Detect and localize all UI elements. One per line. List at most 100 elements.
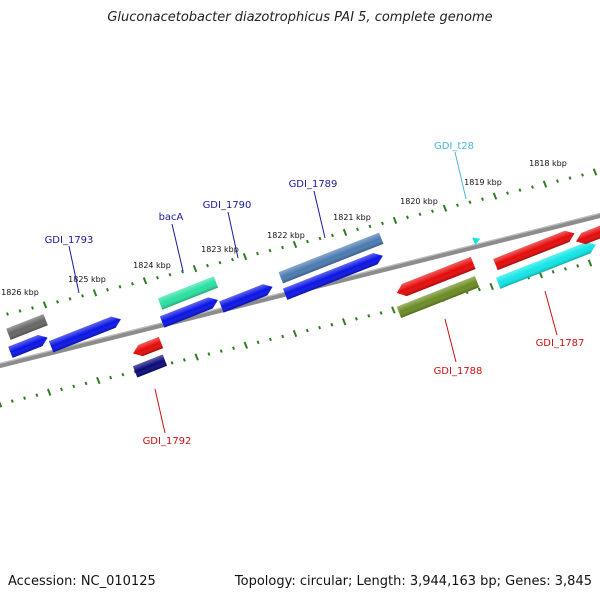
outer-tick	[392, 216, 398, 224]
kbp-tick-label: 1821 kbp	[333, 213, 371, 222]
outer-tick	[6, 312, 9, 316]
outer-tick	[556, 179, 559, 183]
outer-tick	[42, 301, 48, 309]
inner-tick	[59, 387, 63, 392]
outer-tick	[168, 272, 172, 277]
inner-tick	[207, 352, 211, 356]
feature-gdi_1788	[396, 276, 480, 318]
inner-tick	[10, 399, 14, 403]
leader-line-gdi_t28	[454, 151, 467, 200]
outer-tick	[306, 239, 309, 244]
outer-tick	[68, 297, 72, 301]
inner-tick	[72, 384, 76, 389]
feature-gdi_1789	[282, 253, 383, 300]
leader-line-gdi_1788	[444, 318, 457, 363]
outer-tick	[406, 215, 409, 220]
outer-tick	[468, 200, 472, 204]
kbp-tick-label: 1819 kbp	[464, 178, 502, 187]
outer-tick	[456, 203, 459, 207]
feature-arrow	[493, 230, 575, 271]
outer-tick	[318, 236, 322, 241]
inner-tick	[341, 318, 347, 326]
outer-tick	[368, 224, 372, 229]
feature-arrow	[48, 316, 121, 353]
label-gdi_t28: GDI_t28	[434, 141, 474, 152]
outer-tick	[531, 185, 534, 189]
kbp-tick-label: 1822 kbp	[267, 231, 305, 240]
label-gdi_1788: GDI_1788	[434, 366, 483, 377]
inner-tick	[96, 376, 101, 385]
outer-tick	[118, 285, 122, 289]
outer-tick	[81, 294, 84, 298]
label-gdi_1792: GDI_1792	[143, 436, 192, 447]
accession-text: Accession: NC_010125	[8, 574, 156, 589]
leader-line-gdi_1792	[154, 388, 166, 434]
inner-tick	[489, 282, 494, 291]
label-gdi_1789: GDI_1789	[289, 179, 338, 190]
outer-tick	[281, 245, 284, 250]
kbp-tick-label: 1823 kbp	[201, 245, 239, 254]
kbp-tick-label: 1824 kbp	[133, 261, 171, 270]
leader-line-gdi_1793	[68, 245, 80, 294]
feature-arrow	[576, 224, 600, 245]
outer-tick	[492, 192, 498, 200]
inner-tick	[379, 311, 383, 315]
outer-tick	[418, 212, 422, 217]
outer-tick	[292, 240, 298, 249]
inner-tick	[0, 400, 3, 408]
inner-tick	[219, 349, 223, 353]
outer-tick	[581, 173, 584, 177]
inner-tick	[268, 337, 272, 342]
inner-tick	[170, 361, 174, 365]
outer-tick	[92, 289, 98, 297]
feature-gdi_1793	[8, 335, 48, 358]
inner-tick	[551, 270, 555, 274]
outer-tick	[518, 188, 522, 192]
leader-line-gdi_1790	[227, 211, 239, 259]
inner-tick	[23, 396, 27, 400]
inner-tick	[232, 346, 236, 350]
inner-tick	[46, 388, 52, 396]
inner-tick	[367, 314, 371, 318]
leader-line-gdi_1787	[544, 290, 558, 336]
feature-gdi_1787	[495, 242, 596, 289]
label-gdi_1787: GDI_1787	[536, 338, 585, 349]
outer-tick	[18, 309, 22, 313]
outer-tick	[206, 263, 209, 268]
feature-baca	[157, 276, 219, 310]
feature-arrow	[6, 314, 48, 340]
inner-tick	[194, 353, 199, 361]
leader-line-gdi_1789	[313, 190, 326, 239]
inner-tick	[587, 259, 593, 267]
outer-tick	[381, 221, 384, 226]
label-layer: GDI_1793 bacA GDI_1790 GDI_1789 GDI_1792 GDI_…	[45, 141, 585, 447]
outer-tick	[142, 277, 148, 285]
outer-tick	[256, 251, 259, 256]
outer-tick	[542, 180, 548, 188]
outer-tick	[156, 275, 159, 280]
inner-tick	[182, 358, 186, 362]
outer-tick	[31, 306, 34, 310]
feature-arrow	[159, 297, 218, 328]
outer-tick	[56, 300, 59, 304]
outer-tick	[356, 227, 359, 232]
leader-line-baca	[171, 223, 184, 272]
feature-gdi_1790	[219, 284, 273, 313]
inner-tick	[563, 267, 567, 271]
genome-summary-text: Topology: circular; Length: 3,944,163 bp…	[234, 574, 592, 589]
label-gdi_1790: GDI_1790	[203, 200, 252, 211]
inner-tick	[256, 340, 260, 345]
inner-tick	[576, 264, 580, 268]
inner-tick	[391, 306, 396, 314]
outer-tick	[442, 204, 448, 212]
feature-gdi_t28	[472, 237, 481, 246]
inner-tick	[35, 393, 39, 397]
outer-tick	[268, 248, 272, 253]
tick-layer: 1818 kbp 1819 kbp 1820 kbp 1821 kbp 1822 kbp…	[0, 159, 598, 408]
inner-tick	[84, 381, 88, 386]
outer-tick	[131, 282, 134, 286]
outer-tick	[506, 191, 509, 195]
outer-tick	[106, 288, 109, 292]
label-gdi_1793: GDI_1793	[45, 235, 94, 246]
